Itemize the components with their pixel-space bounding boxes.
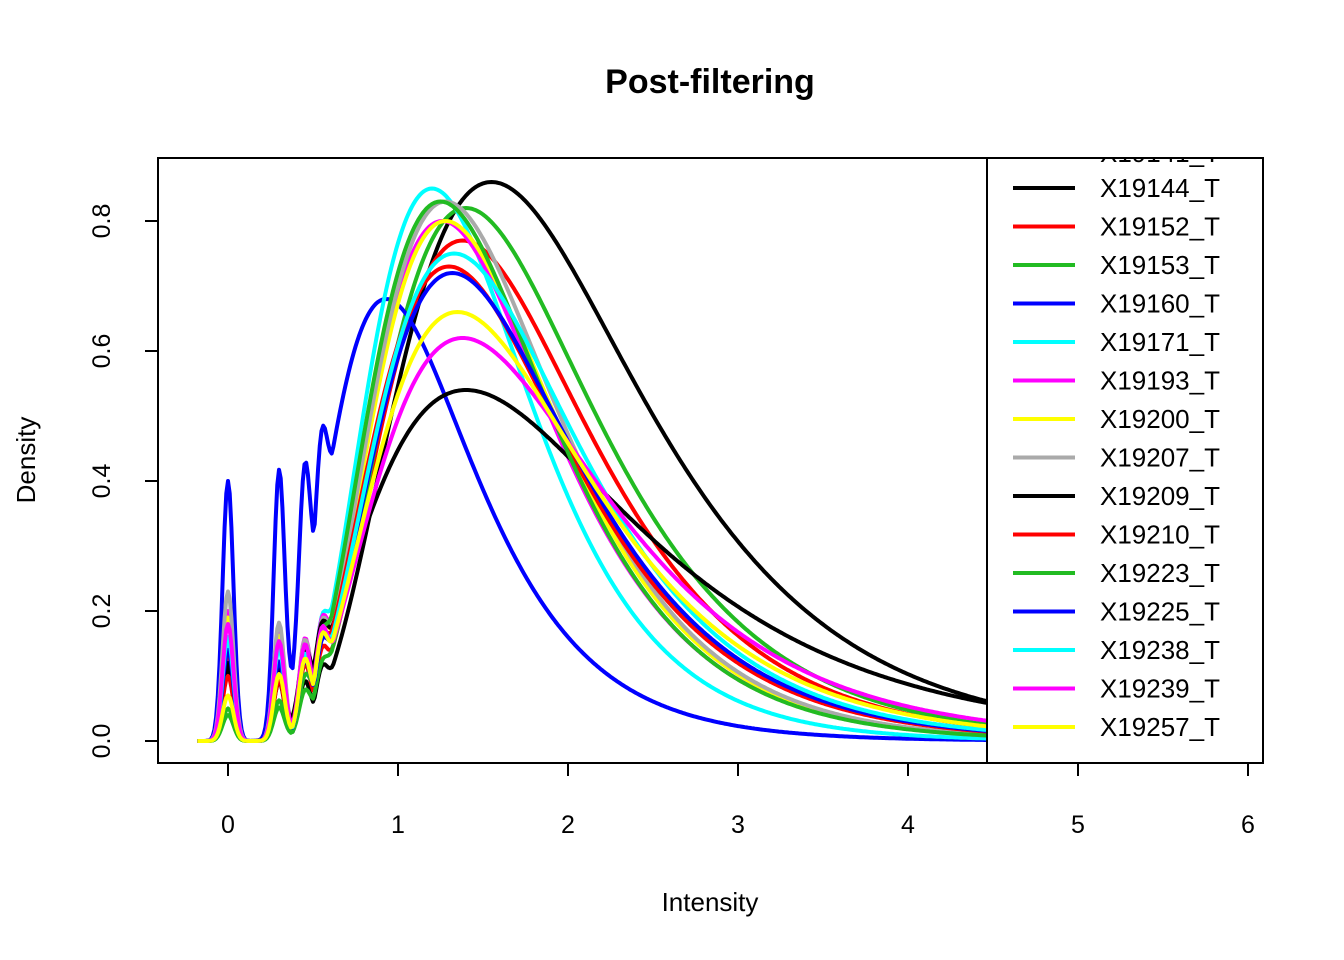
x-tick-label: 1	[391, 811, 405, 839]
legend-label: X19210_T	[1100, 520, 1220, 550]
legend-label: X19257_T	[1100, 712, 1220, 742]
density-line	[197, 206, 1002, 743]
legend-label: X19207_T	[1100, 443, 1220, 473]
x-tick-label: 5	[1071, 811, 1085, 839]
legend-label: X19200_T	[1100, 404, 1220, 434]
x-tick-label: 4	[901, 811, 915, 839]
legend-label: X19144_T	[1100, 173, 1220, 203]
y-tick-label: 0.4	[88, 464, 116, 499]
x-tick-label: 2	[561, 811, 575, 839]
density-line	[197, 199, 1002, 743]
legend-label: X19152_T	[1100, 212, 1220, 242]
chart-title: Post-filtering	[605, 63, 815, 101]
legend-label-partial: X19141_T	[1100, 138, 1220, 168]
y-tick-label: 0.8	[88, 204, 116, 239]
y-axis-label: Density	[11, 417, 41, 504]
x-axis: 0 1 2 3 4 5 6	[221, 762, 1255, 839]
x-tick-label: 0	[221, 811, 235, 839]
legend-label: X19238_T	[1100, 635, 1220, 665]
legend-label: X19160_T	[1100, 289, 1220, 319]
x-tick-label: 3	[731, 811, 745, 839]
legend-box	[986, 157, 1264, 764]
legend-label: X19171_T	[1100, 327, 1220, 357]
legend-label: X19193_T	[1100, 366, 1220, 396]
legend-label: X19209_T	[1100, 481, 1220, 511]
legend: X19141_T X19144_T X19152_T X19153_T X19160_…	[986, 138, 1264, 764]
x-axis-label: Intensity	[662, 887, 759, 917]
legend-label: X19239_T	[1100, 674, 1220, 704]
y-tick-label: 0.6	[88, 334, 116, 369]
density-line	[197, 180, 1002, 743]
legend-items: X19141_T X19144_T X19152_T X19153_T X19160_…	[1013, 138, 1220, 742]
legend-label: X19223_T	[1100, 558, 1220, 588]
legend-label: X19225_T	[1100, 597, 1220, 627]
y-tick-label: 0.0	[88, 724, 116, 759]
density-line	[197, 310, 1002, 743]
x-tick-label: 6	[1241, 811, 1255, 839]
legend-label: X19153_T	[1100, 250, 1220, 280]
density-line	[197, 297, 1002, 743]
series-layer	[197, 180, 1002, 743]
y-axis: 0.0 0.2 0.4 0.6 0.8	[88, 204, 159, 759]
y-tick-label: 0.2	[88, 594, 116, 629]
